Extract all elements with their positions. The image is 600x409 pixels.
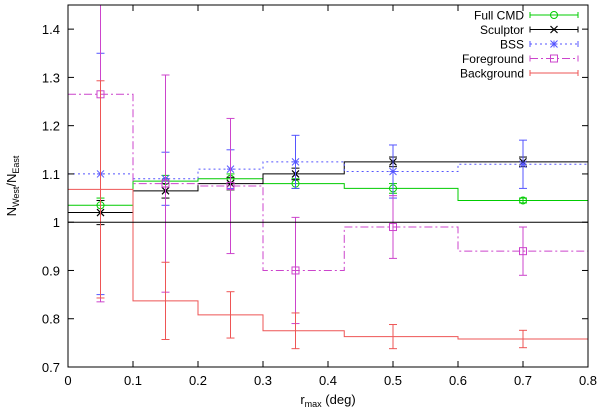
series-step-line [68, 188, 588, 340]
series-sculptor [68, 156, 588, 226]
series-step-line [68, 178, 588, 206]
data-point [291, 266, 300, 275]
error-bar [96, 80, 105, 299]
x-tick-label: 0 [64, 373, 71, 388]
series-step-line [68, 161, 588, 214]
error-bar [519, 226, 527, 276]
x-tick-label: 0.8 [579, 373, 597, 388]
x-axis-label-sub: max [305, 399, 323, 409]
y-tick-label: 1.4 [42, 22, 60, 37]
legend-item: Background [460, 67, 579, 81]
y-tick-label: 1.3 [42, 70, 60, 85]
y-tick-label: 1.2 [42, 119, 60, 134]
y-axis-label: NWest/NEast [4, 155, 21, 216]
y-axis-label-sep: /N [4, 174, 19, 187]
x-axis-label-rest: (deg) [322, 392, 356, 407]
legend-marker [550, 25, 558, 34]
legend-item: Sculptor [480, 23, 579, 37]
error-bar [291, 312, 300, 350]
data-point [389, 167, 397, 176]
legend-label: Sculptor [480, 23, 524, 37]
legend-label: Full CMD [474, 9, 524, 23]
error-bar [226, 117, 235, 255]
legend-marker [550, 40, 558, 48]
legend-item: Full CMD [474, 9, 579, 23]
legend-marker [550, 54, 558, 63]
x-tick-label: 0.2 [189, 373, 207, 388]
series-step-line [68, 161, 588, 180]
y-tick-label: 0.9 [42, 263, 60, 278]
error-bar [519, 329, 527, 349]
data-point [389, 223, 397, 232]
series-step-line [68, 93, 588, 271]
legend-item: Foreground [462, 52, 579, 66]
y-axis-label-s2: East [11, 155, 21, 174]
y-tick-label: 0.8 [42, 312, 60, 327]
data-point [226, 182, 235, 190]
y-tick-label: 1 [53, 215, 60, 230]
x-tick-label: 0.7 [514, 373, 532, 388]
data-point [519, 247, 527, 256]
data-point [291, 158, 300, 166]
x-axis-label: rmax (deg) [300, 392, 355, 409]
x-axis-label-main: r [300, 392, 305, 407]
legend-label: Background [460, 67, 524, 81]
x-tick-label: 0.4 [319, 373, 337, 388]
y-tick-label: 0.7 [42, 360, 60, 375]
data-point [161, 179, 170, 188]
legend-marker [550, 11, 558, 19]
data-point [519, 196, 527, 205]
legend-label: BSS [500, 38, 524, 52]
legend-label: Foreground [462, 52, 524, 66]
x-tick-label: 0.5 [384, 373, 402, 388]
x-tick-label: 0.6 [449, 373, 467, 388]
error-bar [389, 324, 397, 350]
plot-series-layer [68, 5, 588, 350]
series-background [68, 80, 588, 350]
y-axis-label-n1: N [4, 207, 19, 216]
series-full-cmd [68, 173, 588, 214]
error-bar [226, 291, 235, 339]
data-point [519, 160, 527, 169]
x-tick-label: 0.3 [254, 373, 272, 388]
error-bar [161, 261, 170, 340]
axis-ticks: 0 0.1 0.2 0.3 0.4 0.5 0.6 0.7 0.8 0.7 0.8 0.9 1 1.1 1.… [42, 5, 597, 388]
legend-item: BSS [500, 38, 579, 52]
series-foreground [68, 5, 588, 325]
error-bar [389, 195, 397, 259]
y-tick-label: 1.1 [42, 167, 60, 182]
y-axis-label-s1: West [11, 186, 21, 207]
x-tick-label: 0.1 [124, 373, 142, 388]
